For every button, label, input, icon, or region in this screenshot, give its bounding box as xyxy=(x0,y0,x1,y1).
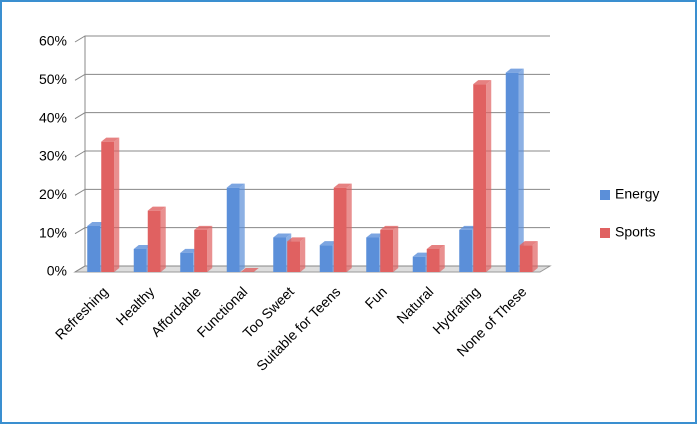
bar xyxy=(519,241,538,272)
bar-top xyxy=(194,225,213,230)
legend-label: Sports xyxy=(615,224,655,240)
bar-face xyxy=(319,245,333,272)
y-tick-label: 60% xyxy=(39,33,67,49)
legend-label: Energy xyxy=(615,186,659,202)
bar-top xyxy=(380,225,399,230)
y-tick-label: 50% xyxy=(39,71,67,87)
bar-top xyxy=(319,241,338,246)
bar-top xyxy=(133,245,152,249)
bar-face xyxy=(473,84,487,273)
bar-top xyxy=(473,80,492,85)
bar xyxy=(287,237,306,272)
bar xyxy=(426,245,445,272)
bar-side xyxy=(160,206,166,272)
bar xyxy=(333,183,352,272)
bar-top xyxy=(240,268,259,272)
grid-line xyxy=(74,150,550,158)
y-tick-label: 20% xyxy=(39,186,67,202)
bar-face xyxy=(366,237,380,272)
bar-face xyxy=(194,229,208,272)
bar xyxy=(147,206,166,272)
legend-swatch xyxy=(600,190,610,200)
bar xyxy=(505,68,524,273)
bar xyxy=(226,183,245,272)
grid-line xyxy=(74,112,550,120)
bar-face xyxy=(333,187,347,272)
bar-face xyxy=(380,229,394,272)
bar-top xyxy=(505,68,524,73)
bar xyxy=(194,225,213,272)
bar-side xyxy=(346,183,352,272)
grid-line xyxy=(74,73,550,81)
bar-side xyxy=(239,183,245,272)
bar xyxy=(380,225,399,272)
bar-face xyxy=(519,245,533,272)
bar-top xyxy=(101,137,120,142)
grid-line xyxy=(74,35,550,43)
bar-top xyxy=(273,233,292,238)
bar-side xyxy=(439,245,445,272)
y-tick-label: 10% xyxy=(39,224,67,240)
bar-side xyxy=(532,241,538,272)
bar-face xyxy=(147,210,161,272)
bar-side xyxy=(393,225,399,272)
bar-face xyxy=(133,249,147,272)
legend-swatch xyxy=(600,228,610,238)
bar-top xyxy=(426,245,445,249)
y-tick-label: 40% xyxy=(39,109,67,125)
bar-face xyxy=(505,72,519,273)
bar-face xyxy=(459,229,473,272)
bar-top xyxy=(226,183,245,188)
bar xyxy=(473,80,492,273)
bar-face xyxy=(101,141,115,272)
bar-top xyxy=(459,225,478,230)
bar xyxy=(240,268,259,272)
bar-face xyxy=(87,226,101,272)
bar-side xyxy=(518,68,524,273)
bar-top xyxy=(412,252,431,257)
bar-face xyxy=(273,237,287,272)
bar-top xyxy=(180,248,199,253)
y-tick-label: 30% xyxy=(39,148,67,164)
bar-face xyxy=(426,249,440,272)
bar-top xyxy=(287,237,306,242)
bar-top xyxy=(333,183,352,188)
bar-side xyxy=(486,80,492,273)
bar xyxy=(101,137,120,272)
bar-side xyxy=(207,225,213,272)
bar-top xyxy=(366,233,385,238)
bar-face xyxy=(412,256,426,272)
bar-top xyxy=(519,241,538,246)
bar-face xyxy=(226,187,240,272)
grid-line xyxy=(74,188,550,196)
bar-face xyxy=(287,241,301,272)
bar-top xyxy=(147,206,166,211)
bar-top xyxy=(87,222,106,226)
bar-side xyxy=(300,237,306,272)
bar-side xyxy=(114,137,120,272)
bar-face xyxy=(180,252,194,272)
y-tick-label: 0% xyxy=(47,263,67,279)
